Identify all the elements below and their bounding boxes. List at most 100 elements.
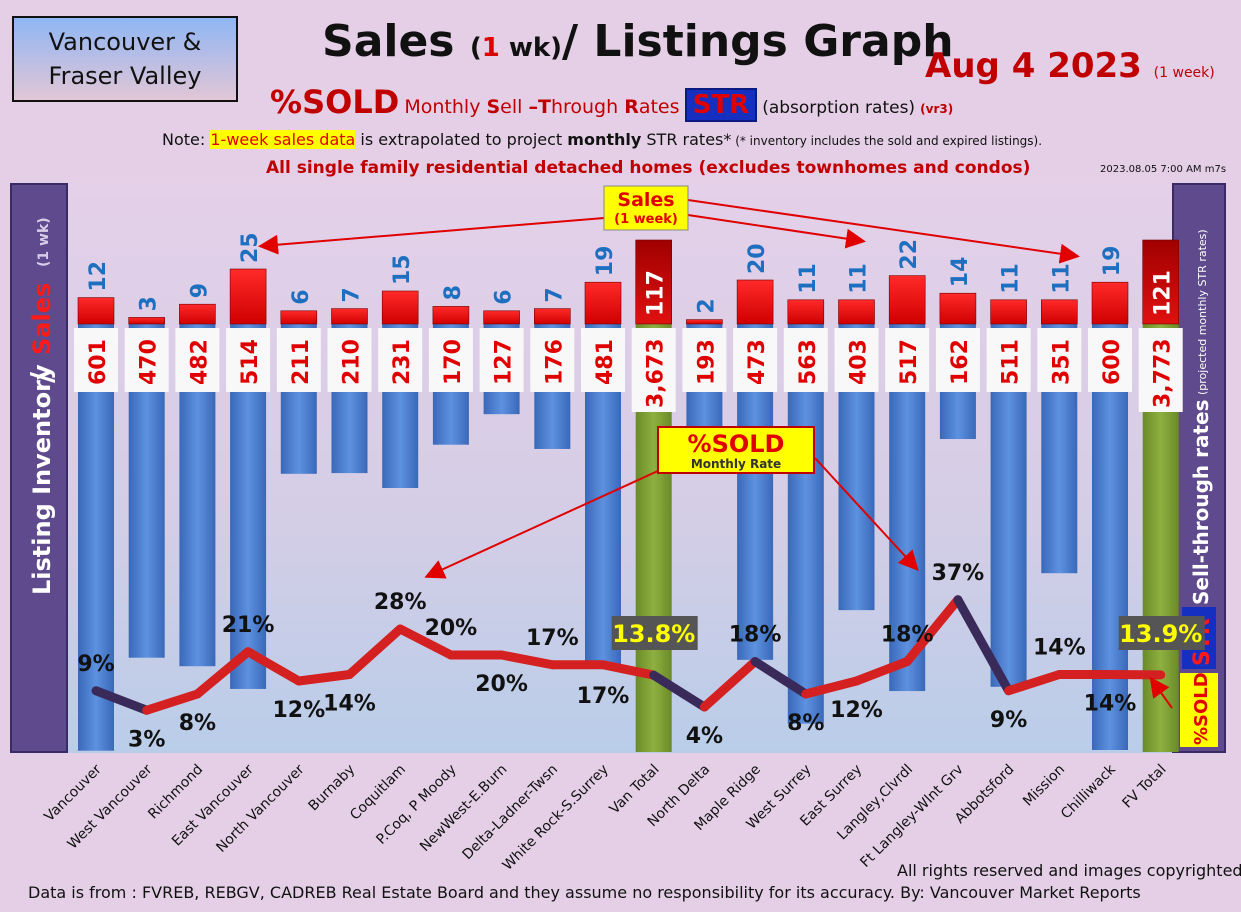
listing-label-2: 482 [187,339,212,385]
sales-label-2: 9 [187,283,212,298]
sales-bar-21 [1142,239,1179,325]
sales-bar-2 [179,303,216,325]
sales-bar-20 [1091,281,1129,325]
sales-label-15: 11 [847,263,872,294]
pct-label-20: 14% [1084,692,1137,717]
data-source-footer: Data is from : FVREB, REBGV, CADREB Real… [28,883,1141,902]
str-line-layer [91,595,1166,715]
sales-arrow-mid [687,214,866,249]
listing-label-box-10 [581,328,625,392]
listing-label-box-11 [631,328,676,412]
sales-label-17: 14 [948,257,973,288]
sales-label-12: 2 [694,298,719,313]
note-small: (* inventory includes the sold and expir… [731,134,1043,148]
left-axis-panel: Listing Inventory / Sales (1 wk) [10,183,68,753]
pct-tag-21 [1118,616,1205,650]
page-title: Sales (1 wk)/ Listings Graph [322,16,954,67]
sales-label-6: 15 [390,254,415,285]
listing-label-box-0 [74,328,118,392]
listing-label-box-13 [733,328,778,392]
listing-label-box-5 [327,328,372,392]
category-label-8: NewWest-E.Burn [417,762,510,855]
listing-bar-0 [78,324,114,751]
note-mid: is extrapolated to project [355,130,568,149]
pct-label-10: 17% [577,684,630,709]
listing-label-box-9 [530,328,575,392]
listing-label-9: 176 [542,339,567,385]
pct-label-16: 18% [881,623,934,648]
listing-label-box-3 [226,328,271,392]
listing-label-6: 231 [390,339,415,385]
region-box: Vancouver & Fraser Valley [12,16,238,102]
listing-label-7: 170 [441,339,466,385]
pct-label-18: 9% [990,708,1027,733]
listing-label-box-2 [175,328,220,392]
sales-label-7: 8 [441,285,466,300]
str-line-seg-18 [1004,670,1064,696]
sales-bar-0 [77,297,115,325]
pct-label-21: 13.9% [1119,620,1202,648]
listing-label-5: 210 [340,339,365,385]
pct-label-7: 20% [425,616,478,641]
listing-label-box-21 [1138,328,1183,412]
sales-label-0: 12 [86,261,111,292]
sub-ell: ell [500,96,529,118]
title-one: 1 [481,33,500,63]
listing-label-16: 517 [897,339,922,385]
sold-arrow-fv [1149,676,1173,709]
title-part2: / Listings Graph [562,16,954,67]
listing-label-8: 127 [492,339,517,385]
sub-s: S [486,96,501,118]
sales-label-13: 20 [745,243,770,274]
pct-label-17: 37% [932,561,985,586]
sales-label-18: 11 [999,263,1024,294]
sales-bar-12 [686,319,723,325]
right-sold-badge [1180,673,1218,747]
sales-label-19: 11 [1049,263,1074,294]
str-line-seg-0 [91,686,152,715]
sub-version: (vr3) [920,102,954,116]
listing-label-box-1 [124,328,169,392]
listing-label-12: 193 [694,339,719,385]
sales-callout-sub: (1 week) [614,212,678,227]
sales-bar-7 [432,306,470,325]
str-line-seg-13 [750,657,811,699]
sold-callout-sub: Monthly Rate [691,457,781,471]
region-line2: Fraser Valley [48,62,202,90]
sales-bar-17 [939,292,977,325]
category-label-17: Ft Langley-Wlnt Grv [857,762,966,871]
listing-label-box-14 [783,328,828,392]
sales-label-8: 6 [492,289,517,304]
sales-arrow-right [687,199,1080,264]
sales-bar-9 [533,308,571,325]
sales-bar-14 [787,299,825,325]
listing-label-box-15 [834,328,879,392]
sales-callout-title: Sales [617,189,674,211]
category-label-10: White Rock-S.Surrey [500,762,612,874]
str-line-seg-12 [699,657,760,712]
sales-label-9: 7 [542,287,567,302]
listing-label-0: 601 [86,339,111,385]
str-line-seg-11 [649,670,709,712]
sold-arrow-right [814,457,919,571]
sales-label-4: 6 [289,289,314,304]
sub-dash: – [528,96,538,118]
sold-callout-box [657,426,815,474]
pct-tag-11 [611,616,698,650]
note-rest: STR rates* [641,130,732,149]
sub-t: T [537,96,551,118]
sales-bar-15 [838,299,875,325]
sales-label-21: 121 [1151,270,1176,316]
str-line-seg-14 [801,676,861,699]
title-paren-open: ( [469,33,482,63]
pct-label-1: 3% [128,727,165,752]
str-line-seg-6 [395,624,456,660]
pct-label-5: 14% [323,692,376,717]
pct-label-2: 8% [179,711,216,736]
sub-hrough: hrough [550,96,625,118]
category-label-4: North Vancouver [213,761,307,855]
copyright-note: All rights reserved and images copyright… [897,861,1241,880]
pct-label-13: 18% [729,623,782,648]
category-label-5: Burnaby [306,762,359,815]
listing-label-box-6 [378,328,423,392]
